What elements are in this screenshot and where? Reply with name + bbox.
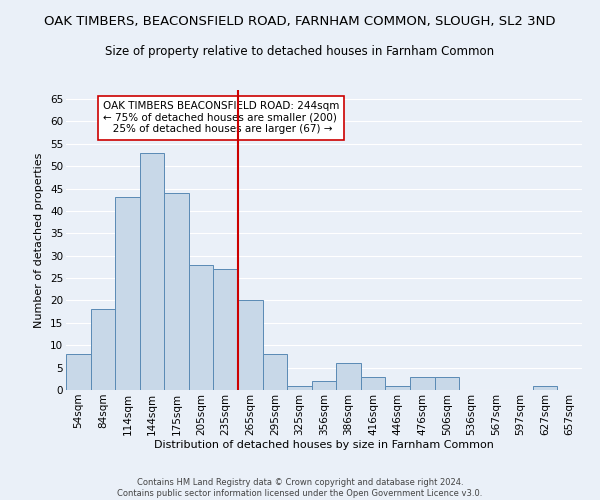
Bar bbox=[533, 386, 557, 390]
Y-axis label: Number of detached properties: Number of detached properties bbox=[34, 152, 44, 328]
Bar bbox=[91, 310, 115, 390]
Bar bbox=[263, 354, 287, 390]
Text: Size of property relative to detached houses in Farnham Common: Size of property relative to detached ho… bbox=[106, 45, 494, 58]
Bar bbox=[115, 198, 140, 390]
Bar bbox=[164, 193, 189, 390]
Bar bbox=[287, 386, 312, 390]
Bar bbox=[238, 300, 263, 390]
Bar bbox=[410, 376, 434, 390]
Bar bbox=[214, 269, 238, 390]
Bar bbox=[189, 264, 214, 390]
Bar bbox=[66, 354, 91, 390]
Bar bbox=[361, 376, 385, 390]
Bar bbox=[140, 152, 164, 390]
Text: OAK TIMBERS BEACONSFIELD ROAD: 244sqm
← 75% of detached houses are smaller (200): OAK TIMBERS BEACONSFIELD ROAD: 244sqm ← … bbox=[103, 101, 339, 134]
Bar bbox=[385, 386, 410, 390]
Bar bbox=[336, 363, 361, 390]
Text: Contains HM Land Registry data © Crown copyright and database right 2024.
Contai: Contains HM Land Registry data © Crown c… bbox=[118, 478, 482, 498]
Bar bbox=[312, 381, 336, 390]
X-axis label: Distribution of detached houses by size in Farnham Common: Distribution of detached houses by size … bbox=[154, 440, 494, 450]
Bar bbox=[434, 376, 459, 390]
Text: OAK TIMBERS, BEACONSFIELD ROAD, FARNHAM COMMON, SLOUGH, SL2 3ND: OAK TIMBERS, BEACONSFIELD ROAD, FARNHAM … bbox=[44, 15, 556, 28]
